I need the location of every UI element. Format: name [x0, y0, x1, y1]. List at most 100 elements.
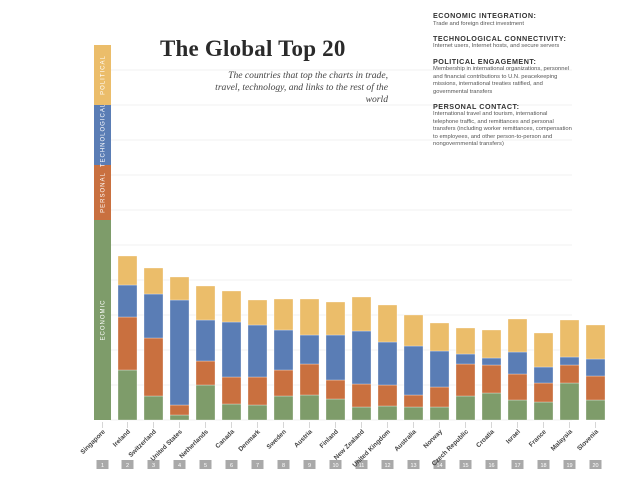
rank-box [199, 460, 212, 469]
rank-label: 20 [592, 463, 598, 469]
bar-segment-technological [221, 321, 242, 378]
rank-box [225, 460, 238, 469]
rank-label: 5 [204, 463, 207, 469]
bar-segment-technological [273, 329, 294, 371]
bar-segment-political [481, 329, 502, 359]
rank-label: 13 [410, 463, 416, 469]
legend-item-personal: PERSONAL CONTACT: International travel a… [433, 101, 573, 149]
bar-segment-technological [403, 345, 424, 396]
rank-box [303, 460, 316, 469]
bar-segment-economic [585, 399, 606, 421]
rank-label: 16 [488, 463, 494, 469]
bar-segment-technological [247, 324, 268, 378]
bar-segment-personal [169, 404, 190, 416]
bar-segment-political [351, 296, 372, 332]
rank-label: 10 [332, 463, 338, 469]
country-label: Ireland [112, 428, 132, 448]
rank-box [277, 460, 290, 469]
bar-segment-political [325, 301, 346, 336]
category-reference-bar: ECONOMIC PERSONAL TECHNOLOGICAL POLITICAL [94, 45, 111, 420]
legend-heading: PERSONAL CONTACT: [433, 101, 520, 111]
legend-item-technological: TECHNOLOGICAL CONNECTIVITY: Internet use… [433, 33, 573, 51]
country-label: Australia [393, 428, 418, 453]
legend-item-economic: ECONOMIC INTEGRATION: Trade and foreign … [433, 11, 573, 28]
bar-segment-political [507, 318, 528, 353]
bar-segment-personal [247, 376, 268, 406]
bar-segment-political [429, 322, 450, 352]
bar-segment-political [585, 324, 606, 360]
rank-box [251, 460, 264, 469]
rank-label: 3 [152, 463, 155, 469]
rank-box [147, 460, 160, 469]
axis-category-label: TECHNOLOGICAL [101, 103, 107, 167]
bar-segment-personal [195, 360, 216, 386]
country-label: Norway [422, 428, 444, 450]
bar-segment-technological [299, 334, 320, 365]
bar-segment-economic [507, 399, 528, 421]
country-label: Canada [214, 428, 236, 450]
bar-segment-political [221, 290, 242, 323]
ref-segment-political [94, 45, 111, 105]
bar-segment-personal [403, 394, 424, 408]
bar-segment-personal [117, 316, 138, 371]
bar-segment-economic [429, 406, 450, 421]
rank-box [121, 460, 134, 469]
bar-segment-economic [247, 404, 268, 421]
bar-segment-technological [585, 358, 606, 377]
bar-segment-personal [143, 337, 164, 397]
bar-segment-political [299, 298, 320, 336]
rank-box [459, 460, 472, 469]
rank-label: 14 [436, 463, 442, 469]
country-label: Finland [319, 428, 340, 449]
legend-text: International travel and tourism, intern… [433, 111, 572, 148]
bar-segment-economic [455, 395, 476, 421]
rank-box [381, 460, 394, 469]
rank-label: 19 [566, 463, 572, 469]
chart-subtitle: The countries that top the charts in tra… [215, 70, 388, 105]
bar-segment-technological [507, 351, 528, 375]
bar-segment-political [533, 332, 554, 368]
bar-segment-economic [559, 382, 580, 421]
bar-segment-economic [325, 398, 346, 421]
rank-box [407, 460, 420, 469]
rank-label: 18 [540, 463, 546, 469]
bar-segment-economic [299, 394, 320, 421]
country-label: Malaysia [550, 428, 574, 452]
ref-segment-technological [94, 105, 111, 165]
bar-segment-personal [559, 364, 580, 384]
rank-label: 9 [308, 463, 311, 469]
country-label: France [528, 428, 548, 448]
bar-segment-personal [299, 363, 320, 396]
rank-label: 17 [514, 463, 520, 469]
bar-segment-technological [455, 353, 476, 365]
rank-label: 15 [462, 463, 468, 469]
bar-segment-personal [377, 384, 398, 407]
rank-box [537, 460, 550, 469]
rank-box [173, 460, 186, 469]
bar-segment-economic [221, 403, 242, 421]
bar-segment-personal [351, 383, 372, 408]
bars [117, 255, 606, 421]
bar-segment-political [559, 319, 580, 358]
legend-text: Internet users, Internet hosts, and secu… [433, 43, 560, 50]
bar-segment-economic [351, 406, 372, 421]
rank-label: 8 [282, 463, 285, 469]
rank-label: 7 [256, 463, 259, 469]
bar-segment-economic [403, 406, 424, 421]
rank-label: 6 [230, 463, 233, 469]
bar-segment-economic [273, 395, 294, 421]
rank-box [433, 460, 446, 469]
rank-box [485, 460, 498, 469]
legend-heading: TECHNOLOGICAL CONNECTIVITY: [433, 33, 567, 43]
bar-segment-technological [377, 341, 398, 386]
bar-segment-personal [507, 373, 528, 401]
bar-segment-technological [429, 350, 450, 388]
bar-segment-personal [221, 376, 242, 405]
rank-label: 4 [178, 463, 181, 469]
country-label: Slovenia [576, 428, 600, 452]
rank-box [355, 460, 368, 469]
country-label: Denmark [237, 428, 262, 453]
bar-segment-economic [377, 405, 398, 421]
